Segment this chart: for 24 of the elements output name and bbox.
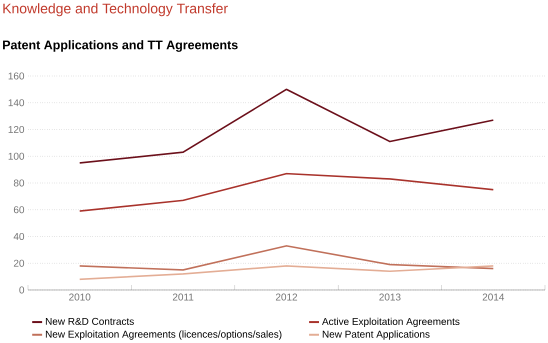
legend-label: New R&D Contracts — [46, 318, 134, 325]
y-tick-label: 60 — [14, 206, 24, 214]
y-tick-label: 80 — [14, 179, 24, 186]
x-tick-label: 2012 — [276, 293, 298, 301]
chart-subtitle: Patent Applications and TT Agreements — [3, 40, 238, 52]
x-tick-label: 2013 — [379, 293, 401, 301]
y-tick-label: 160 — [8, 72, 24, 80]
x-tick-label: 2014 — [482, 293, 504, 301]
line-series — [78, 172, 494, 212]
line-series — [78, 265, 494, 280]
y-tick-label: 20 — [14, 260, 24, 267]
line-series — [78, 88, 494, 164]
y-tick-label: 40 — [14, 232, 24, 240]
chart-title: Knowledge and Technology Transfer — [3, 3, 228, 16]
y-tick-label: 140 — [8, 99, 24, 106]
line-series — [78, 245, 494, 271]
legend-label: Active Exploitation Agreements — [322, 318, 460, 327]
y-tick-label: 0 — [19, 286, 24, 294]
y-tick-label: 100 — [8, 152, 24, 160]
x-tick-label: 2011 — [172, 293, 194, 301]
y-tick-label: 120 — [8, 126, 24, 133]
legend-label: New Patent Applications — [322, 330, 430, 340]
legend-label: New Exploitation Agreements (licences/options/sales) — [46, 330, 282, 340]
x-tick-label: 2010 — [69, 293, 90, 301]
